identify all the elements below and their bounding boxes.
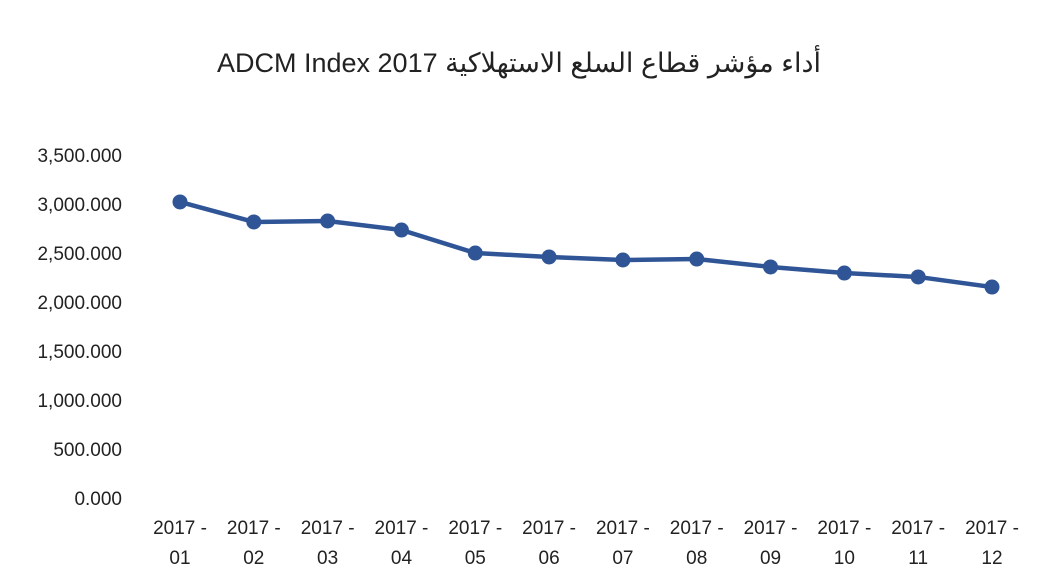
chart-title: أداء مؤشر قطاع السلع الاستهلاكية ADCM In… <box>217 44 821 79</box>
marker <box>836 265 852 281</box>
marker <box>467 245 483 261</box>
x-tick-label: 2017 - 07 <box>595 518 650 569</box>
x-tick-label: 2017 - 12 <box>965 518 1019 569</box>
marker <box>393 222 409 238</box>
marker <box>615 252 631 268</box>
marker <box>984 279 1000 295</box>
y-tick-label: 2,000.000 <box>37 293 122 314</box>
y-tick-label: 1,500.000 <box>37 342 122 363</box>
y-tick-label: 3,000.000 <box>37 195 122 216</box>
marker <box>910 269 926 285</box>
marker <box>172 194 188 210</box>
marker <box>246 214 262 230</box>
y-tick-label: 500.000 <box>53 440 122 461</box>
x-tick-label: 2017 - 09 <box>743 518 798 569</box>
x-tick-label: 2017 - 11 <box>891 518 946 569</box>
x-tick-label: 2017 - 04 <box>374 518 429 569</box>
x-tick-label: 2017 - 05 <box>448 518 503 569</box>
marker <box>320 213 336 229</box>
x-tick-label: 2017 - 02 <box>226 518 281 569</box>
y-tick-label: 0.000 <box>74 489 122 510</box>
x-tick-label: 2017 - 08 <box>669 518 724 569</box>
y-tick-label: 3,500.000 <box>37 146 122 167</box>
x-tick-label: 2017 - 03 <box>300 518 355 569</box>
marker <box>763 259 779 275</box>
x-tick-label: 2017 - 06 <box>522 518 577 569</box>
line <box>179 199 993 290</box>
y-tick-label: 1,000.000 <box>37 391 122 412</box>
marker <box>689 251 705 267</box>
y-tick-label: 2,500.000 <box>37 244 122 265</box>
x-tick-label: 2017 - 10 <box>817 518 872 569</box>
marker <box>541 249 557 265</box>
x-tick-label: 2017 - 01 <box>153 518 207 569</box>
